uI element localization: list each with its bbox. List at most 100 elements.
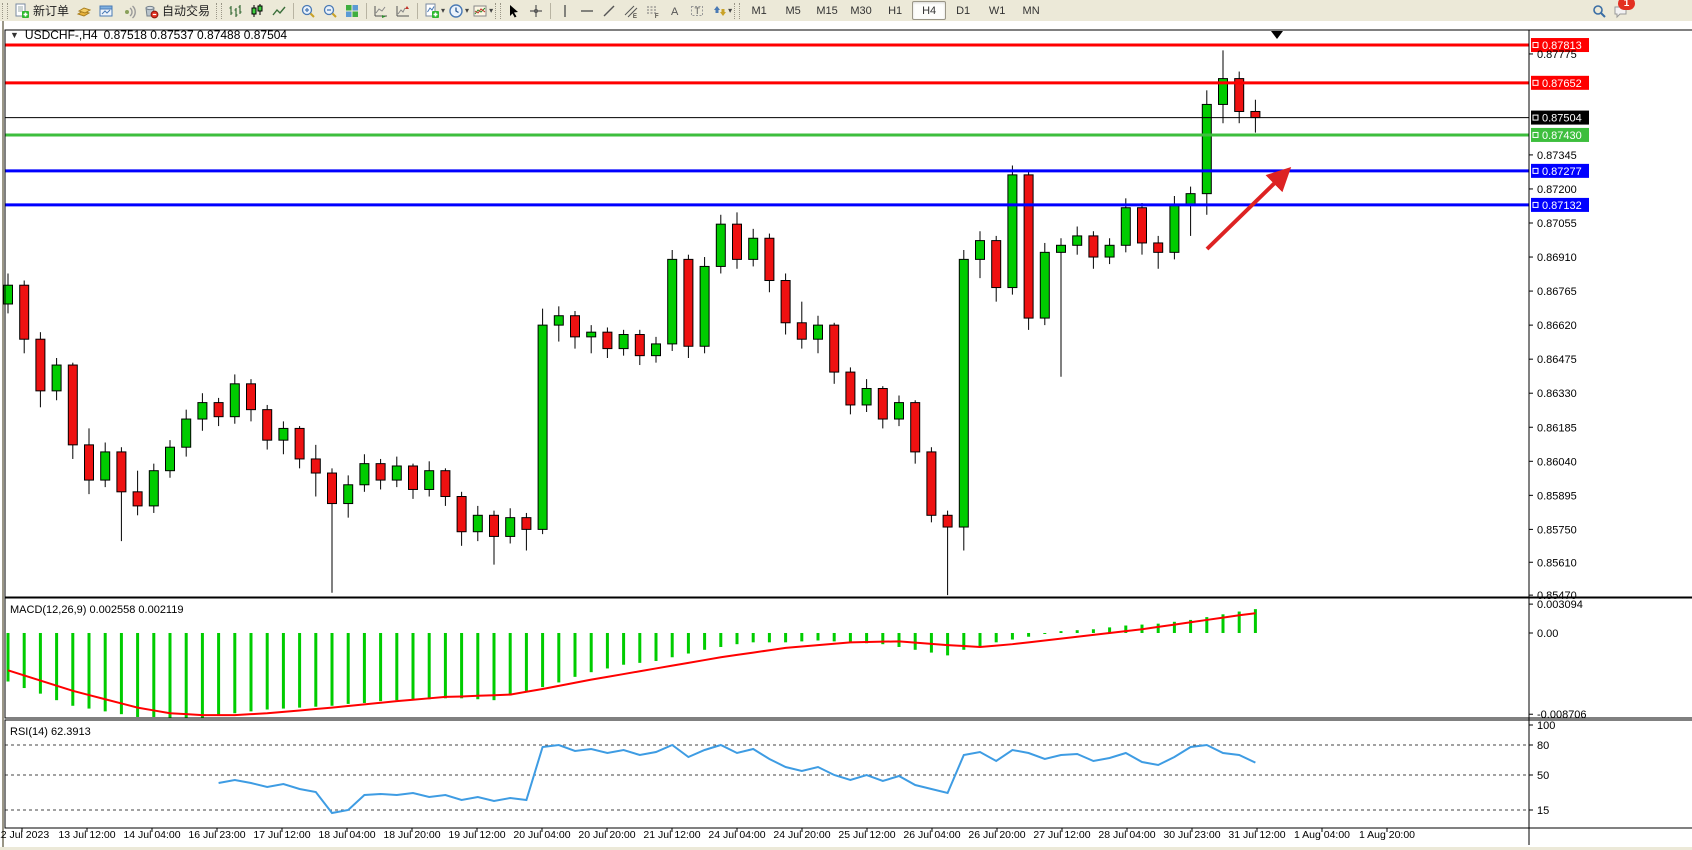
toolbar-grip[interactable] (216, 2, 223, 19)
market-watch-button[interactable] (73, 1, 95, 20)
indicators-dropdown[interactable]: ▾ (441, 6, 446, 15)
chart-shift-icon (396, 5, 410, 16)
macd-histogram-bar (913, 632, 917, 650)
zoom-out-button[interactable] (319, 1, 341, 20)
arrows-dropdown[interactable]: ▾ (728, 6, 733, 15)
bar-chart-mode-button[interactable] (224, 1, 246, 20)
chart-shift-button[interactable] (392, 1, 414, 20)
candle (262, 409, 273, 441)
macd-tick-label: 0.003094 (1537, 599, 1583, 611)
line-chart-mode-button[interactable] (268, 1, 290, 20)
trend-arrow-annotation[interactable] (1205, 166, 1292, 251)
signals-button[interactable] (117, 1, 139, 20)
vertical-line-button[interactable] (554, 1, 576, 20)
one-click-dropdown-icon[interactable]: ▼ (10, 30, 19, 40)
time-tick-label: 31 Jul 12:00 (1228, 829, 1285, 841)
level-price-text: 0.87277 (1542, 166, 1582, 178)
macd-histogram-bar (200, 632, 204, 718)
level-handle (1532, 114, 1539, 121)
macd-histogram-bar (541, 632, 545, 688)
fibonacci-icon: F (647, 6, 659, 19)
candle (926, 451, 937, 516)
svg-text:T: T (695, 6, 701, 16)
candle (391, 465, 402, 481)
candle (359, 463, 370, 486)
timeframe-button-m30[interactable]: M30 (850, 4, 872, 17)
equidistant-channel-button[interactable]: E (620, 1, 642, 20)
macd-histogram-bar (362, 632, 366, 703)
toolbar-grip[interactable] (734, 2, 741, 19)
cursor-button[interactable] (503, 1, 525, 20)
timeframe-button-h4[interactable]: H4 (912, 1, 947, 20)
timeframe-button-m1[interactable]: M1 (751, 4, 767, 17)
candle (634, 334, 645, 357)
chart-canvas[interactable]: 0.87813 0.87652 0.87504 0.87430 0.87277 0.871… (0, 21, 1692, 850)
price-tick-label: 0.85895 (1537, 490, 1577, 502)
candle (472, 514, 483, 533)
candle (748, 237, 759, 260)
charts-window-button[interactable] (95, 1, 117, 20)
timeframe-button-h1[interactable]: H1 (888, 4, 903, 17)
time-tick-label: 1 Aug 20:00 (1359, 829, 1415, 841)
macd-histogram-bar (508, 632, 512, 696)
macd-histogram-bar (573, 632, 577, 677)
candlestick-mode-button[interactable] (246, 1, 268, 20)
bar-chart-icon (229, 4, 242, 17)
toolbar-grip[interactable] (495, 2, 502, 19)
candle (1137, 207, 1147, 244)
templates-button[interactable] (469, 1, 491, 20)
chart-window[interactable]: ▼ USDCHF-,H4 0.87518 0.87537 0.87488 0.8… (0, 21, 1692, 850)
pane-border (4, 29, 1530, 598)
fibonacci-button[interactable]: F (642, 1, 664, 20)
timeframe-button-d1[interactable]: D1 (956, 4, 971, 17)
timeframe-button-m15[interactable]: M15 (816, 4, 838, 17)
notifications-button[interactable]: 1 (1610, 0, 1635, 20)
timeframe-button-m5[interactable]: M5 (785, 4, 801, 17)
candle (813, 324, 823, 340)
macd-histogram-bar (152, 632, 156, 717)
horizontal-line-button[interactable] (576, 1, 598, 20)
timeframe-button-mn[interactable]: MN (1022, 4, 1040, 17)
candle (440, 470, 451, 498)
macd-histogram-bar (346, 632, 350, 704)
candle (456, 496, 467, 533)
macd-histogram-bar (751, 632, 755, 643)
arrows-button[interactable] (708, 1, 730, 20)
chart-title: ▼ USDCHF-,H4 0.87518 0.87537 0.87488 0.8… (10, 28, 287, 42)
zoom-in-icon (301, 4, 315, 18)
price-tick-label: 0.87345 (1537, 150, 1577, 162)
text-label-button[interactable]: T (686, 1, 708, 20)
level-handle (1532, 131, 1539, 138)
templates-dropdown[interactable]: ▾ (489, 6, 494, 15)
macd-histogram-bar (1221, 614, 1225, 633)
price-tick-label: 0.86185 (1537, 422, 1577, 434)
rsi-indicator-label: RSI(14) 62.3913 (10, 726, 91, 738)
new-order-button[interactable]: 新订单 (10, 1, 73, 20)
auto-scroll-button[interactable] (370, 1, 392, 20)
candle (1201, 103, 1212, 195)
candle (877, 388, 888, 420)
text-icon: A (671, 6, 679, 18)
candle (975, 240, 985, 260)
indicators-icon (425, 3, 440, 18)
candle (699, 265, 710, 347)
autotrading-button[interactable]: 自动交易 (139, 1, 214, 20)
indicators-button[interactable] (421, 1, 443, 20)
time-tick-label: 12 Jul 2023 (0, 829, 49, 841)
text-button[interactable]: A (664, 1, 686, 20)
periods-button[interactable] (445, 1, 467, 20)
macd-histogram-bar (492, 632, 496, 701)
tile-windows-button[interactable] (341, 1, 363, 20)
candle (35, 338, 46, 392)
search-button[interactable] (1588, 1, 1610, 20)
zoom-in-button[interactable] (297, 1, 319, 20)
toolbar-grip[interactable] (2, 2, 8, 19)
candle (375, 463, 386, 481)
time-tick-label: 26 Jul 20:00 (968, 829, 1025, 841)
candle (67, 364, 78, 446)
macd-histogram-bar (1108, 627, 1112, 633)
periods-dropdown[interactable]: ▾ (465, 6, 470, 15)
trendline-button[interactable] (598, 1, 620, 20)
crosshair-button[interactable] (525, 1, 547, 20)
timeframe-button-w1[interactable]: W1 (988, 4, 1006, 17)
